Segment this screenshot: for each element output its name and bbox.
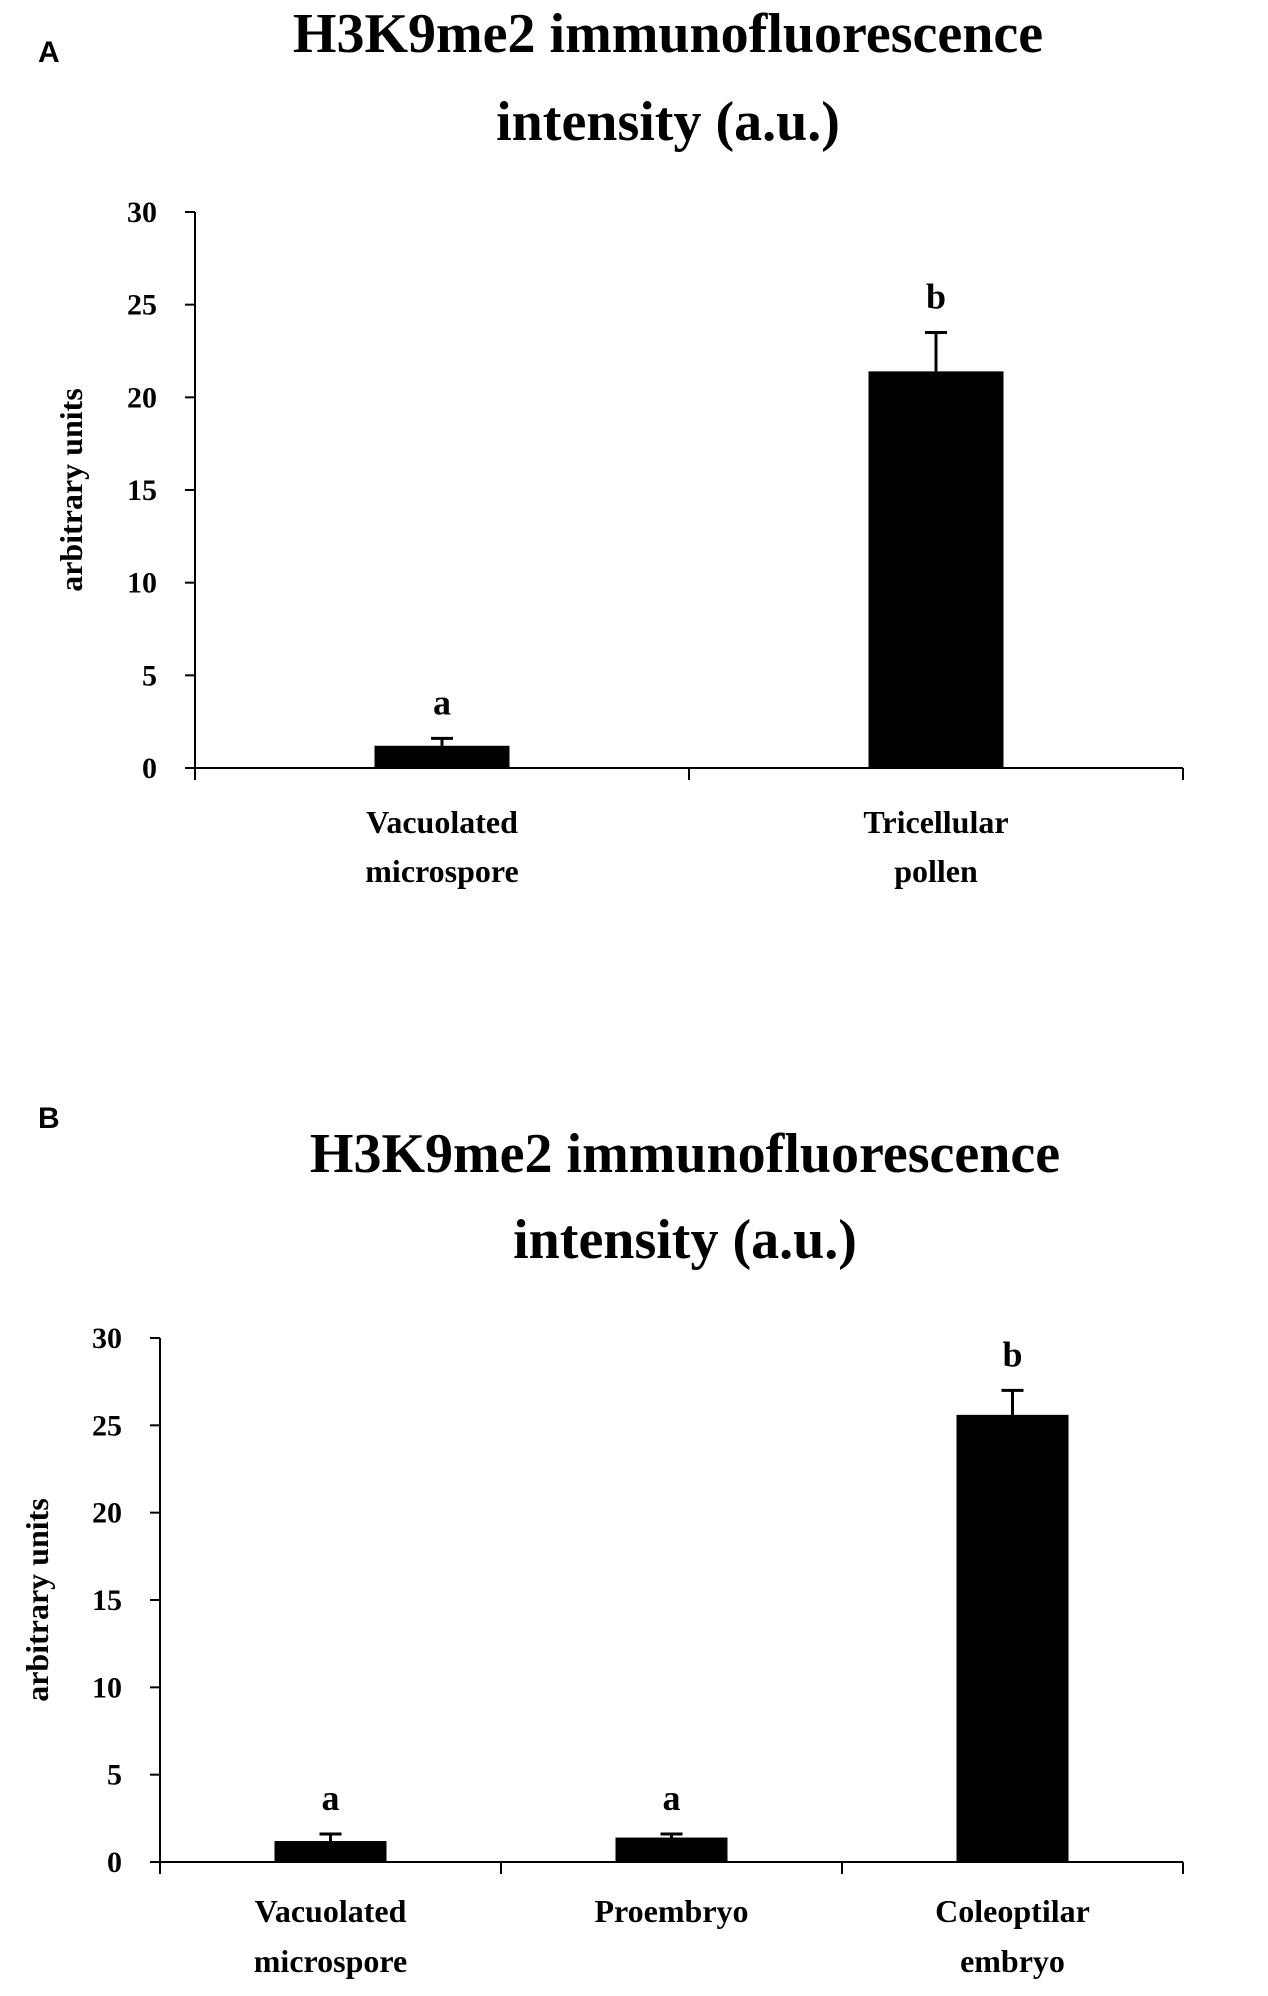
chart-title-line-2: intensity (a.u.) (513, 1209, 857, 1271)
significance-label: a (663, 1778, 681, 1818)
significance-label: a (433, 682, 451, 722)
chart-title-line-2: intensity (a.u.) (496, 91, 840, 153)
chart-title-line-1: H3K9me2 immunofluorescence (310, 1123, 1060, 1185)
y-tick-label: 10 (92, 1671, 122, 1704)
y-tick-label: 30 (127, 196, 157, 229)
bar (615, 1837, 728, 1862)
y-tick-label: 15 (127, 474, 157, 507)
x-category-label: Vacuolated (366, 804, 518, 840)
y-tick-label: 5 (107, 1759, 122, 1792)
y-tick-label: 15 (92, 1584, 122, 1617)
x-category-label: pollen (894, 853, 978, 889)
y-tick-label: 0 (142, 752, 157, 785)
x-category-label: Vacuolated (255, 1893, 407, 1929)
significance-label: b (1002, 1334, 1022, 1374)
significance-label: b (926, 276, 946, 316)
x-category-label: microspore (365, 853, 518, 889)
y-axis-label: arbitrary units (19, 1498, 55, 1702)
bar (274, 1841, 387, 1862)
y-axis-label: arbitrary units (53, 388, 89, 592)
bar (868, 371, 1004, 768)
significance-label: a (322, 1778, 340, 1818)
y-tick-label: 25 (92, 1409, 122, 1442)
x-category-label: Tricellular (863, 804, 1008, 840)
y-tick-label: 0 (107, 1846, 122, 1879)
x-category-label: microspore (254, 1943, 407, 1979)
chart-title-line-1: H3K9me2 immunofluorescence (293, 3, 1043, 65)
x-category-label: embryo (960, 1943, 1065, 1979)
y-tick-label: 20 (127, 381, 157, 414)
panel-b: B H3K9me2 immunofluorescence intensity (a.… (19, 1102, 1184, 1979)
y-tick-label: 25 (127, 289, 157, 322)
y-tick-label: 30 (92, 1322, 122, 1355)
bar (374, 745, 510, 768)
panel-a: A H3K9me2 immunofluorescence intensity (a.… (38, 3, 1184, 889)
x-category-label: Coleoptilar (935, 1893, 1090, 1929)
panel-letter: A (38, 36, 60, 69)
bar (956, 1414, 1069, 1862)
y-tick-label: 5 (142, 659, 157, 692)
y-tick-label: 10 (127, 567, 157, 600)
panel-letter: B (38, 1102, 60, 1135)
x-category-label: Proembryo (594, 1893, 748, 1929)
y-tick-label: 20 (92, 1497, 122, 1530)
